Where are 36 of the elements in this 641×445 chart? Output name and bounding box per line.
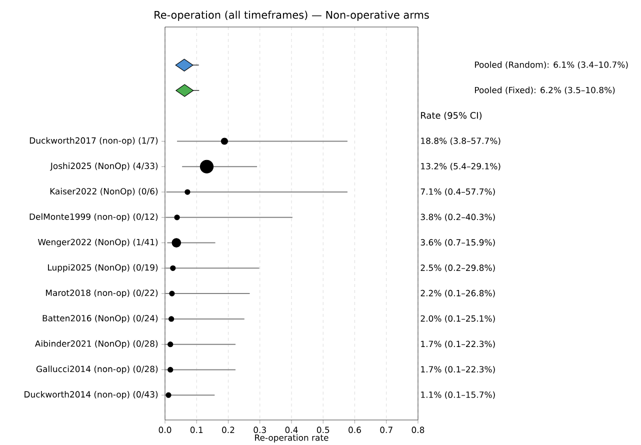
x-tick-label: 0.3 — [254, 426, 266, 433]
x-tick-label: 0.2 — [222, 426, 234, 433]
text: 1.7% (0.1–22.3%) — [421, 340, 495, 348]
text: 18.8% (3.8–57.7%) — [421, 137, 500, 145]
text: 2.2% (0.1–26.8%) — [420, 290, 495, 298]
x-tick-label: 0.1 — [190, 426, 203, 433]
y-tick-label: Wenger2022 (NonOp) (1/41) — [38, 238, 158, 247]
y-tick-label: Marot2018 (non-op) (0/22) — [46, 289, 158, 298]
text: Pooled (Fixed): 6.2% (3.5–10.8%) — [475, 86, 615, 94]
y-tick-label: Batten2016 (NonOp) (0/24) — [42, 314, 158, 323]
text: 13.2% (5.4–29.1%) — [421, 162, 500, 170]
text: 1.7% (0.1–22.3%) — [421, 366, 495, 374]
y-tick-label: Gallucci2014 (non-op) (0/28) — [36, 365, 158, 374]
y-tick-label: Luppi2025 (NonOp) (0/19) — [48, 264, 158, 272]
text: 7.1% (0.4–57.7%) — [420, 188, 495, 196]
text: Rate (95% CI) — [421, 112, 482, 120]
text: 2.5% (0.2–29.8%) — [420, 264, 495, 272]
text: 1.1% (0.1–15.7%) — [421, 391, 495, 399]
x-tick-label: 0.5 — [316, 426, 330, 433]
x-tick-label: 0.7 — [380, 426, 392, 433]
y-tick-label: Duckworth2014 (non-op) (0/43) — [24, 390, 158, 399]
x-tick-label: 0.6 — [348, 426, 361, 433]
text: 3.8% (0.2–40.3%) — [420, 213, 495, 221]
text: Pooled (Random): 6.1% (3.4–10.7%) — [475, 61, 628, 69]
x-axis-title: Re-operation rate — [255, 434, 328, 442]
chart-title: Re-operation (all timeframes) — Non-operative arms — [154, 10, 429, 21]
y-tick-label: DelMonte1999 (non-op) (0/12) — [30, 213, 158, 222]
x-tick-label: 0.0 — [158, 426, 172, 433]
y-tick-label: Duckworth2017 (non-op) (1/7) — [30, 136, 158, 146]
y-tick-label: Kaiser2022 (NonOp) (0/6) — [50, 188, 158, 196]
x-tick-label: 0.8 — [412, 426, 424, 433]
text: 2.0% (0.1–25.1%) — [420, 314, 495, 322]
y-tick-label: Joshi2025 (NonOp) (4/33) — [50, 162, 158, 171]
text: 3.6% (0.7–15.9%) — [420, 238, 495, 246]
y-tick-label: Aibinder2021 (NonOp) (0/28) — [34, 340, 158, 348]
x-tick-label: 0.4 — [285, 426, 298, 433]
